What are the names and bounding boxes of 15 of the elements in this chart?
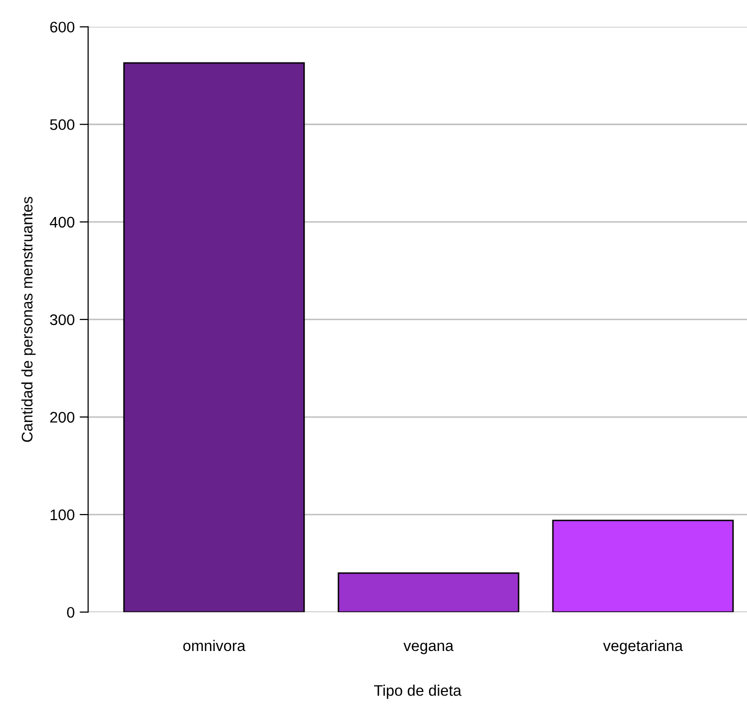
x-tick-label: vegetariana <box>603 640 683 654</box>
y-tick-label: 200 <box>50 412 74 423</box>
y-tick-label: 300 <box>50 314 74 326</box>
y-tick-label: 0 <box>67 606 74 618</box>
x-tick-label: vegana <box>404 642 454 654</box>
bar <box>552 520 734 612</box>
y-axis-title: Cantidad de personas menstruantes <box>21 196 36 442</box>
x-axis-title: Tipo de dieta <box>374 684 462 699</box>
y-tick-label: 100 <box>50 509 74 520</box>
y-tick-label: 600 <box>50 22 74 33</box>
y-tick-label: 400 <box>50 216 74 228</box>
x-tick-label: omnivora <box>183 640 246 652</box>
y-tick-label: 500 <box>50 119 74 130</box>
bar <box>338 572 520 612</box>
bar <box>123 62 305 612</box>
